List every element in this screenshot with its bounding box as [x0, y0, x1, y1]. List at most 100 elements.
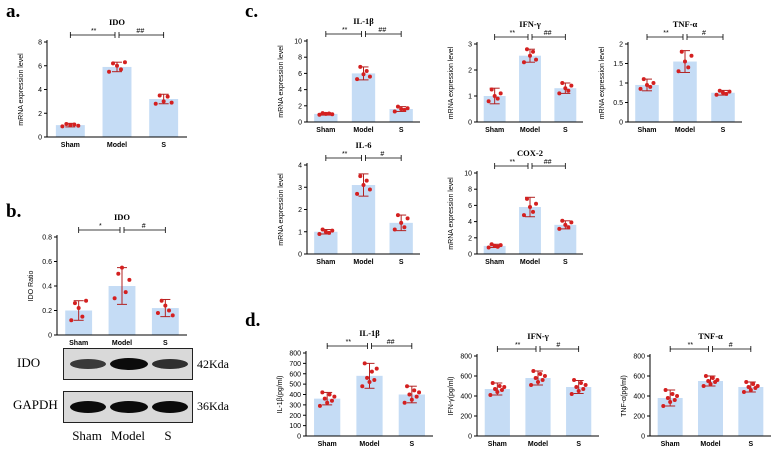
y-tick-label: 600 — [460, 374, 472, 381]
sig-label-model-vs-sham: ** — [510, 159, 516, 166]
y-tick-label: 0 — [619, 120, 623, 127]
x-tick-label: Sham — [318, 441, 337, 448]
x-tick-label: S — [161, 142, 166, 149]
data-point — [374, 366, 379, 371]
sig-label-model-vs-sham: ** — [91, 28, 97, 35]
data-point — [320, 227, 325, 232]
y-tick-label: 4 — [468, 219, 472, 226]
y-tick-label: 0 — [468, 120, 472, 127]
data-point — [569, 392, 574, 396]
data-point — [574, 385, 579, 389]
data-point — [701, 384, 706, 388]
sig-label-model-vs-sham: ** — [515, 342, 521, 349]
data-point — [741, 390, 746, 394]
bar-model — [673, 61, 697, 122]
data-point — [536, 380, 540, 384]
x-tick-label: Sham — [488, 441, 507, 448]
data-point — [583, 383, 588, 387]
bar-s — [554, 224, 577, 254]
sig-label-model-vs-sham: ** — [342, 27, 348, 34]
chart-title: TNF-α — [673, 19, 698, 29]
y-tick-label: 1 — [468, 94, 472, 101]
sig-label-s-vs-model: # — [142, 223, 146, 230]
data-point — [492, 243, 497, 248]
data-point — [153, 101, 158, 106]
x-tick-label: S — [409, 441, 414, 448]
x-tick-label: Model — [112, 340, 132, 347]
data-point — [405, 106, 410, 111]
data-point — [710, 376, 715, 380]
y-tick-label: 8 — [468, 187, 472, 194]
y-tick-label: 2 — [468, 68, 472, 75]
bar-sham — [484, 389, 510, 436]
data-point — [407, 392, 412, 397]
chart-title: COX-2 — [517, 148, 543, 158]
y-tick-label: 6 — [468, 203, 472, 210]
data-point — [325, 400, 330, 405]
y-tick-label: 0.8 — [42, 235, 52, 242]
y-tick-label: 400 — [633, 394, 645, 401]
x-tick-label: S — [576, 441, 581, 448]
y-tick-label: 0.2 — [42, 308, 52, 315]
y-axis-label: mRNA expression level — [448, 177, 455, 250]
data-point — [405, 216, 410, 221]
data-point — [560, 81, 565, 85]
data-point — [751, 382, 756, 386]
y-tick-label: 8 — [38, 40, 42, 47]
data-point — [703, 374, 708, 378]
data-point — [402, 107, 407, 112]
data-point — [395, 104, 400, 109]
data-point — [566, 225, 571, 230]
y-tick-label: 0 — [641, 434, 645, 441]
bar-model — [525, 378, 551, 436]
bar-model — [351, 73, 376, 122]
data-point — [665, 396, 670, 400]
y-tick-label: 3 — [298, 185, 302, 192]
y-axis-label: IL-1β(pg/ml) — [277, 376, 284, 414]
data-point — [524, 47, 529, 52]
data-point — [557, 91, 562, 96]
chart-title: IL-6 — [355, 140, 371, 150]
data-point — [409, 397, 414, 402]
data-point — [412, 388, 417, 393]
data-point — [317, 112, 322, 117]
data-point — [502, 385, 507, 389]
data-point — [563, 86, 568, 91]
bar-sham — [314, 231, 338, 254]
y-tick-label: 600 — [289, 371, 301, 378]
y-tick-label: 400 — [460, 394, 472, 401]
y-tick-label: 2 — [298, 207, 302, 214]
y-tick-label: 800 — [289, 351, 301, 358]
y-tick-label: 800 — [633, 354, 645, 361]
data-point — [706, 379, 711, 383]
data-point — [330, 112, 335, 117]
data-point — [369, 369, 374, 374]
data-point — [167, 308, 172, 313]
y-tick-label: 0.4 — [42, 284, 52, 291]
bar-sham — [55, 125, 85, 137]
chart-b_ido: 0 0.2 0.4 0.6 0.8 Sham Model S IDO Ratio IDO * # — [28, 212, 187, 347]
wb-size-ido: 42Kda — [197, 357, 229, 371]
data-point — [661, 404, 666, 408]
sig-label-s-vs-model: # — [380, 151, 384, 158]
data-point — [362, 361, 367, 366]
y-tick-label: 700 — [289, 361, 301, 368]
bar-model — [102, 66, 132, 137]
y-axis-label: mRNA expression level — [18, 53, 25, 126]
data-point — [72, 301, 77, 306]
y-tick-label: 0 — [297, 434, 301, 441]
data-point — [320, 111, 325, 116]
data-point — [364, 68, 369, 73]
x-tick-label: Sham — [69, 340, 88, 347]
bar-s — [711, 92, 735, 122]
data-point — [534, 57, 539, 62]
data-point — [651, 81, 656, 85]
data-point — [498, 243, 503, 248]
data-point — [648, 84, 653, 89]
data-point — [538, 372, 543, 376]
data-point — [317, 231, 322, 236]
y-axis-label: mRNA expression level — [278, 173, 285, 246]
